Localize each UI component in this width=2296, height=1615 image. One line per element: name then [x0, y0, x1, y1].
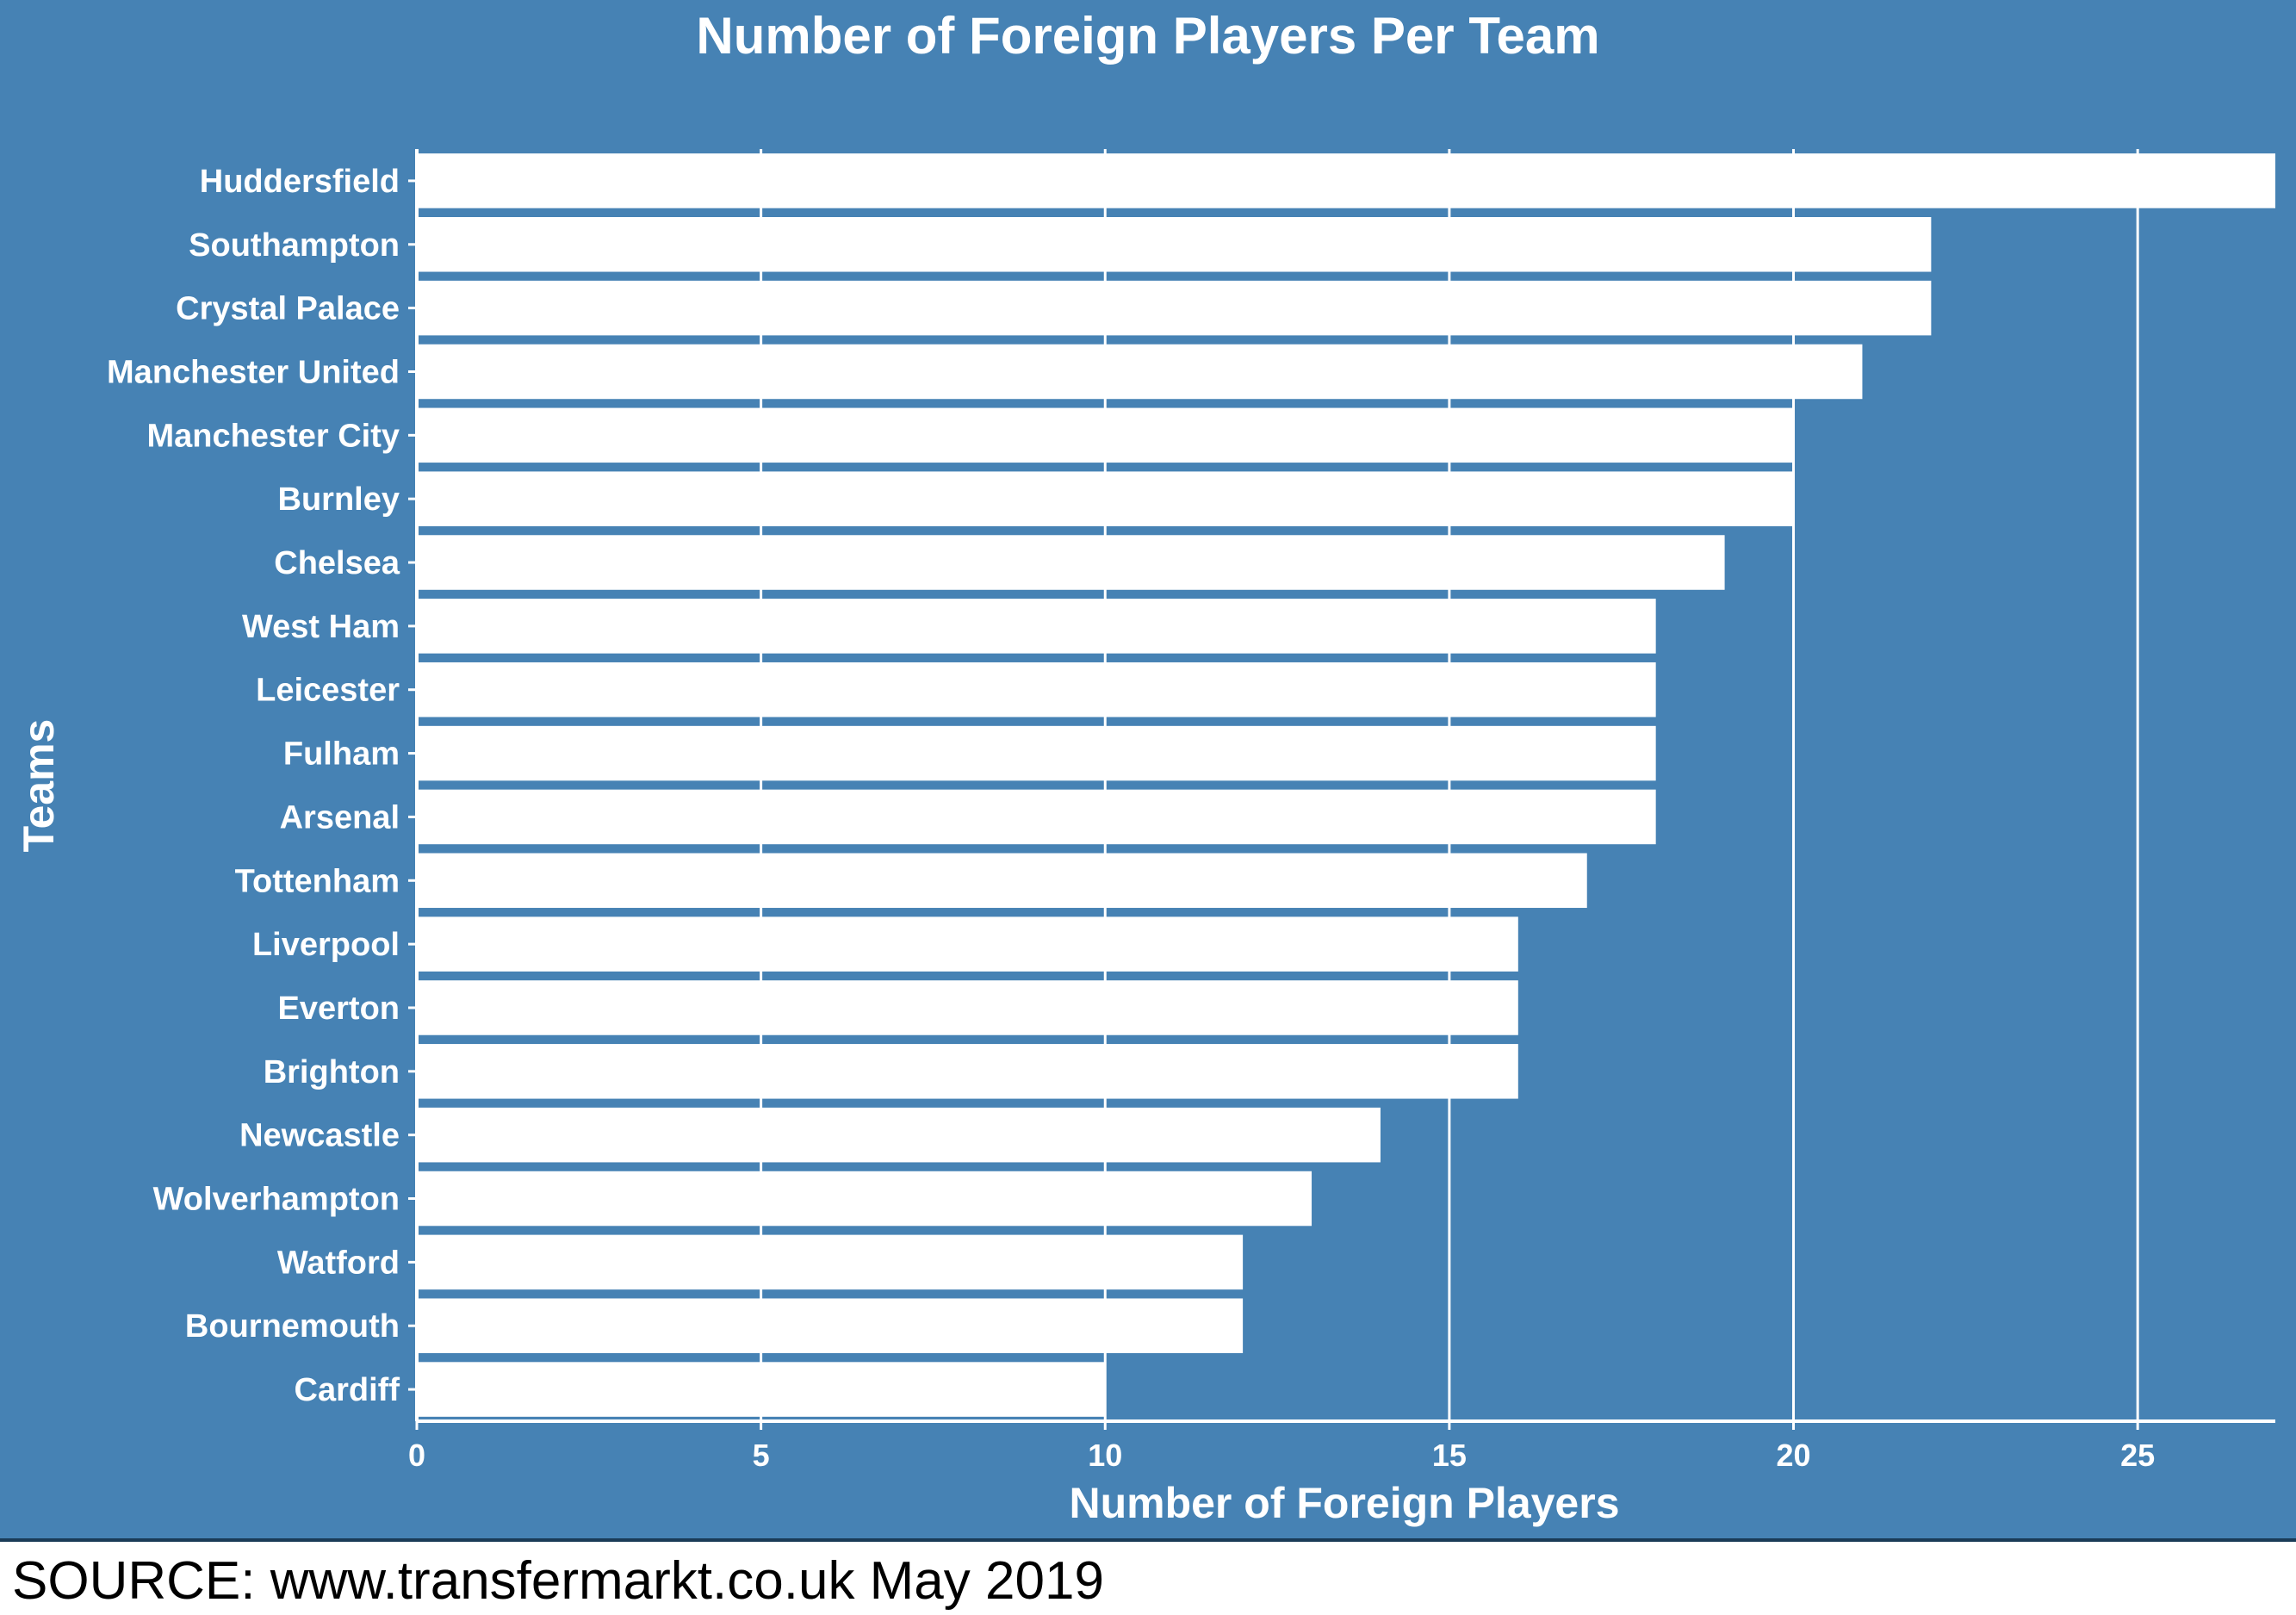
bar-cardiff [417, 1362, 1106, 1417]
y-tick-label-everton: Everton [278, 991, 400, 1027]
y-tick-label-chelsea: Chelsea [274, 545, 400, 581]
x-tick-label-15: 15 [1432, 1438, 1467, 1473]
y-tick-label-brighton: Brighton [264, 1054, 400, 1090]
y-tick-label-bournemouth: Bournemouth [185, 1308, 400, 1345]
y-tick-label-fulham: Fulham [283, 736, 400, 773]
bar-bournemouth [417, 1298, 1244, 1353]
x-tick-label-25: 25 [2120, 1438, 2155, 1473]
chart-title: Number of Foreign Players Per Team [696, 7, 1599, 65]
bar-chelsea [417, 535, 1725, 590]
x-tick-label-0: 0 [408, 1438, 425, 1473]
bar-huddersfield [417, 153, 2275, 208]
y-tick-label-watford: Watford [277, 1245, 400, 1281]
axes [408, 149, 2275, 1430]
bar-leicester [417, 662, 1656, 717]
y-tick-label-manchester-united: Manchester United [107, 354, 400, 390]
bar-liverpool [417, 916, 1518, 972]
bar-watford [417, 1234, 1244, 1290]
y-tick-label-burnley: Burnley [278, 481, 400, 518]
bar-southampton [417, 217, 1932, 272]
bar-manchester-united [417, 344, 1863, 400]
y-tick-label-newcastle: Newcastle [239, 1118, 400, 1154]
x-tick-label-5: 5 [753, 1438, 770, 1473]
bar-crystal-palace [417, 280, 1932, 336]
y-tick-label-west-ham: West Ham [242, 609, 400, 645]
bar-tottenham [417, 853, 1587, 909]
y-tick-label-huddersfield: Huddersfield [200, 164, 400, 200]
source-note: SOURCE: www.transfermarkt.co.uk May 2019 [12, 1551, 1104, 1611]
bar-brighton [417, 1044, 1518, 1099]
y-tick-label-tottenham: Tottenham [235, 863, 400, 899]
bar-everton [417, 980, 1518, 1035]
y-tick-label-leicester: Leicester [256, 673, 400, 709]
x-tick-label-10: 10 [1088, 1438, 1122, 1473]
bar-burnley [417, 471, 1794, 526]
bar-wolverhampton [417, 1171, 1312, 1227]
bar-west-ham [417, 599, 1656, 654]
bar-arsenal [417, 789, 1656, 845]
labels: Huddersfield Southampton Crystal Palace Man… [107, 164, 2155, 1473]
y-tick-label-southampton: Southampton [189, 227, 400, 264]
y-tick-label-liverpool: Liverpool [252, 927, 400, 963]
y-axis-title: Teams [15, 719, 63, 853]
y-tick-label-arsenal: Arsenal [280, 799, 400, 835]
y-tick-label-cardiff: Cardiff [295, 1372, 400, 1408]
bar-fulham [417, 725, 1656, 781]
y-tick-label-crystal-palace: Crystal Palace [176, 291, 400, 327]
bar-chart: Number of Foreign Players Per Team Hudde… [15, 7, 2275, 1527]
gridlines [415, 149, 2139, 1421]
chart-panel: Number of Foreign Players Per Team Hudde… [0, 0, 2296, 1538]
x-axis-title: Number of Foreign Players [1069, 1479, 1619, 1527]
bars [417, 153, 2275, 1417]
bar-manchester-city [417, 407, 1794, 463]
divider-line [0, 1538, 2296, 1542]
y-tick-label-manchester-city: Manchester City [146, 418, 400, 454]
y-tick-label-wolverhampton: Wolverhampton [153, 1182, 400, 1218]
bar-newcastle [417, 1107, 1381, 1163]
x-tick-label-20: 20 [1776, 1438, 1810, 1473]
